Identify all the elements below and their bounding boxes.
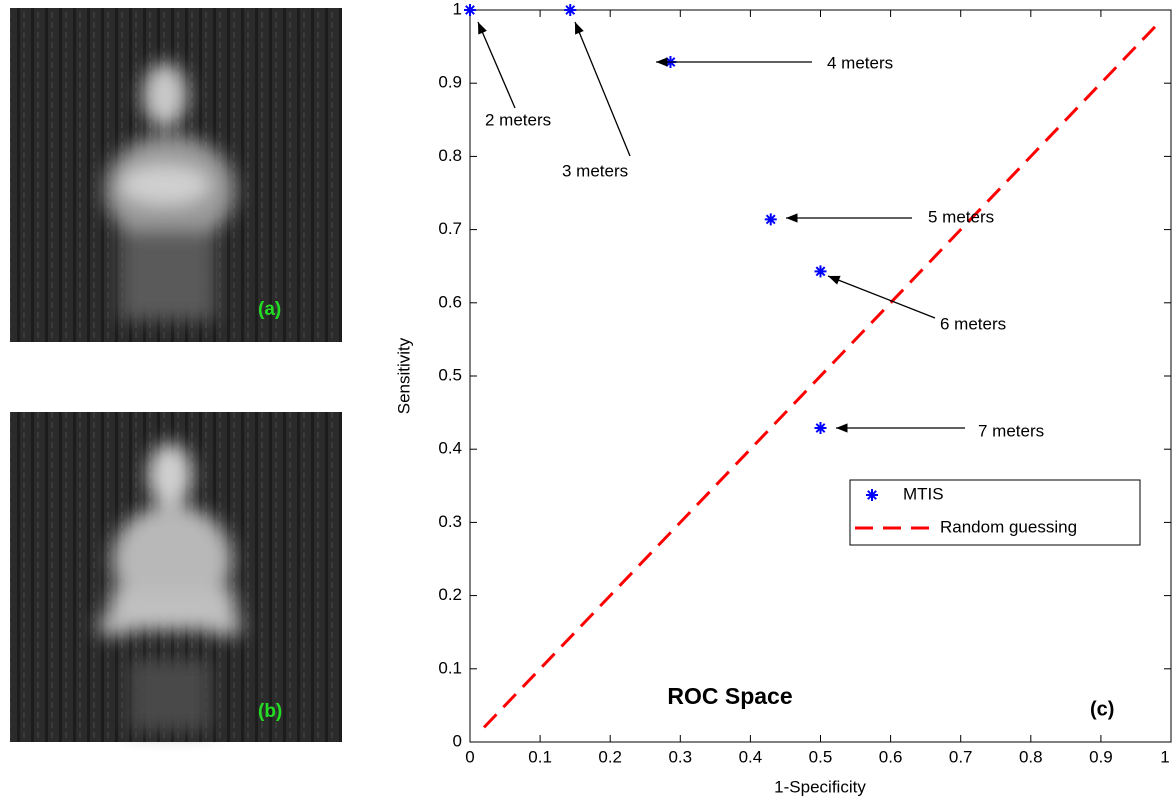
x-tick-label: 0.3 [668,747,692,766]
chart-title: ROC Space [667,683,792,709]
x-tick-label: 0.1 [528,747,552,766]
legend-label: Random guessing [940,517,1077,536]
x-tick-label: 0.8 [1019,747,1043,766]
annotation: 4 meters [827,53,893,72]
x-tick-label: 0.9 [1089,747,1113,766]
annotation: 5 meters [928,207,994,226]
legend-box [849,479,1141,546]
x-tick-label: 0.7 [949,747,973,766]
panel-label: (c) [1090,698,1114,720]
annotation-arrow [827,275,936,319]
y-tick-label: 0.6 [438,292,462,311]
y-tick-label: 0.2 [438,585,462,604]
y-tick-label: 0.3 [438,512,462,531]
annotation: 3 meters [562,161,628,180]
annotation: 7 meters [978,421,1044,440]
y-tick-label: 0 [453,731,462,750]
x-axis-label: 1-Specificity [774,777,866,796]
y-tick-label: 0.1 [438,658,462,677]
data-point [464,4,476,16]
x-tick-label: 0.5 [809,747,833,766]
y-tick-label: 0.5 [438,365,462,384]
annotation: 6 meters [940,314,1006,333]
y-tick-label: 0.9 [438,73,462,92]
legend-marker [866,489,878,501]
annotation: 2 meters [485,110,551,129]
x-tick-label: 0.4 [739,747,763,766]
x-tick-label: 0.6 [879,747,903,766]
data-point [564,4,577,16]
x-tick-label: 0 [465,747,474,766]
legend-label: MTIS [903,484,944,503]
y-tick-label: 1 [453,0,462,18]
x-tick-label: 1 [1160,747,1169,766]
y-tick-label: 0.4 [438,439,462,458]
data-point [814,265,827,278]
image-a: (a) [10,8,342,342]
annotation-arrow [574,21,631,157]
image-label: (b) [258,701,282,722]
y-tick-label: 0.8 [438,146,462,165]
y-tick-label: 0.7 [438,219,462,238]
y-axis-label: Sensitivity [394,337,413,414]
data-line [482,23,1159,729]
x-tick-label: 0.2 [598,747,622,766]
data-point [764,213,777,226]
annotation-arrow [477,21,516,109]
image-b: (b) [10,412,342,742]
image-label: (a) [258,299,281,320]
data-point [814,421,827,434]
